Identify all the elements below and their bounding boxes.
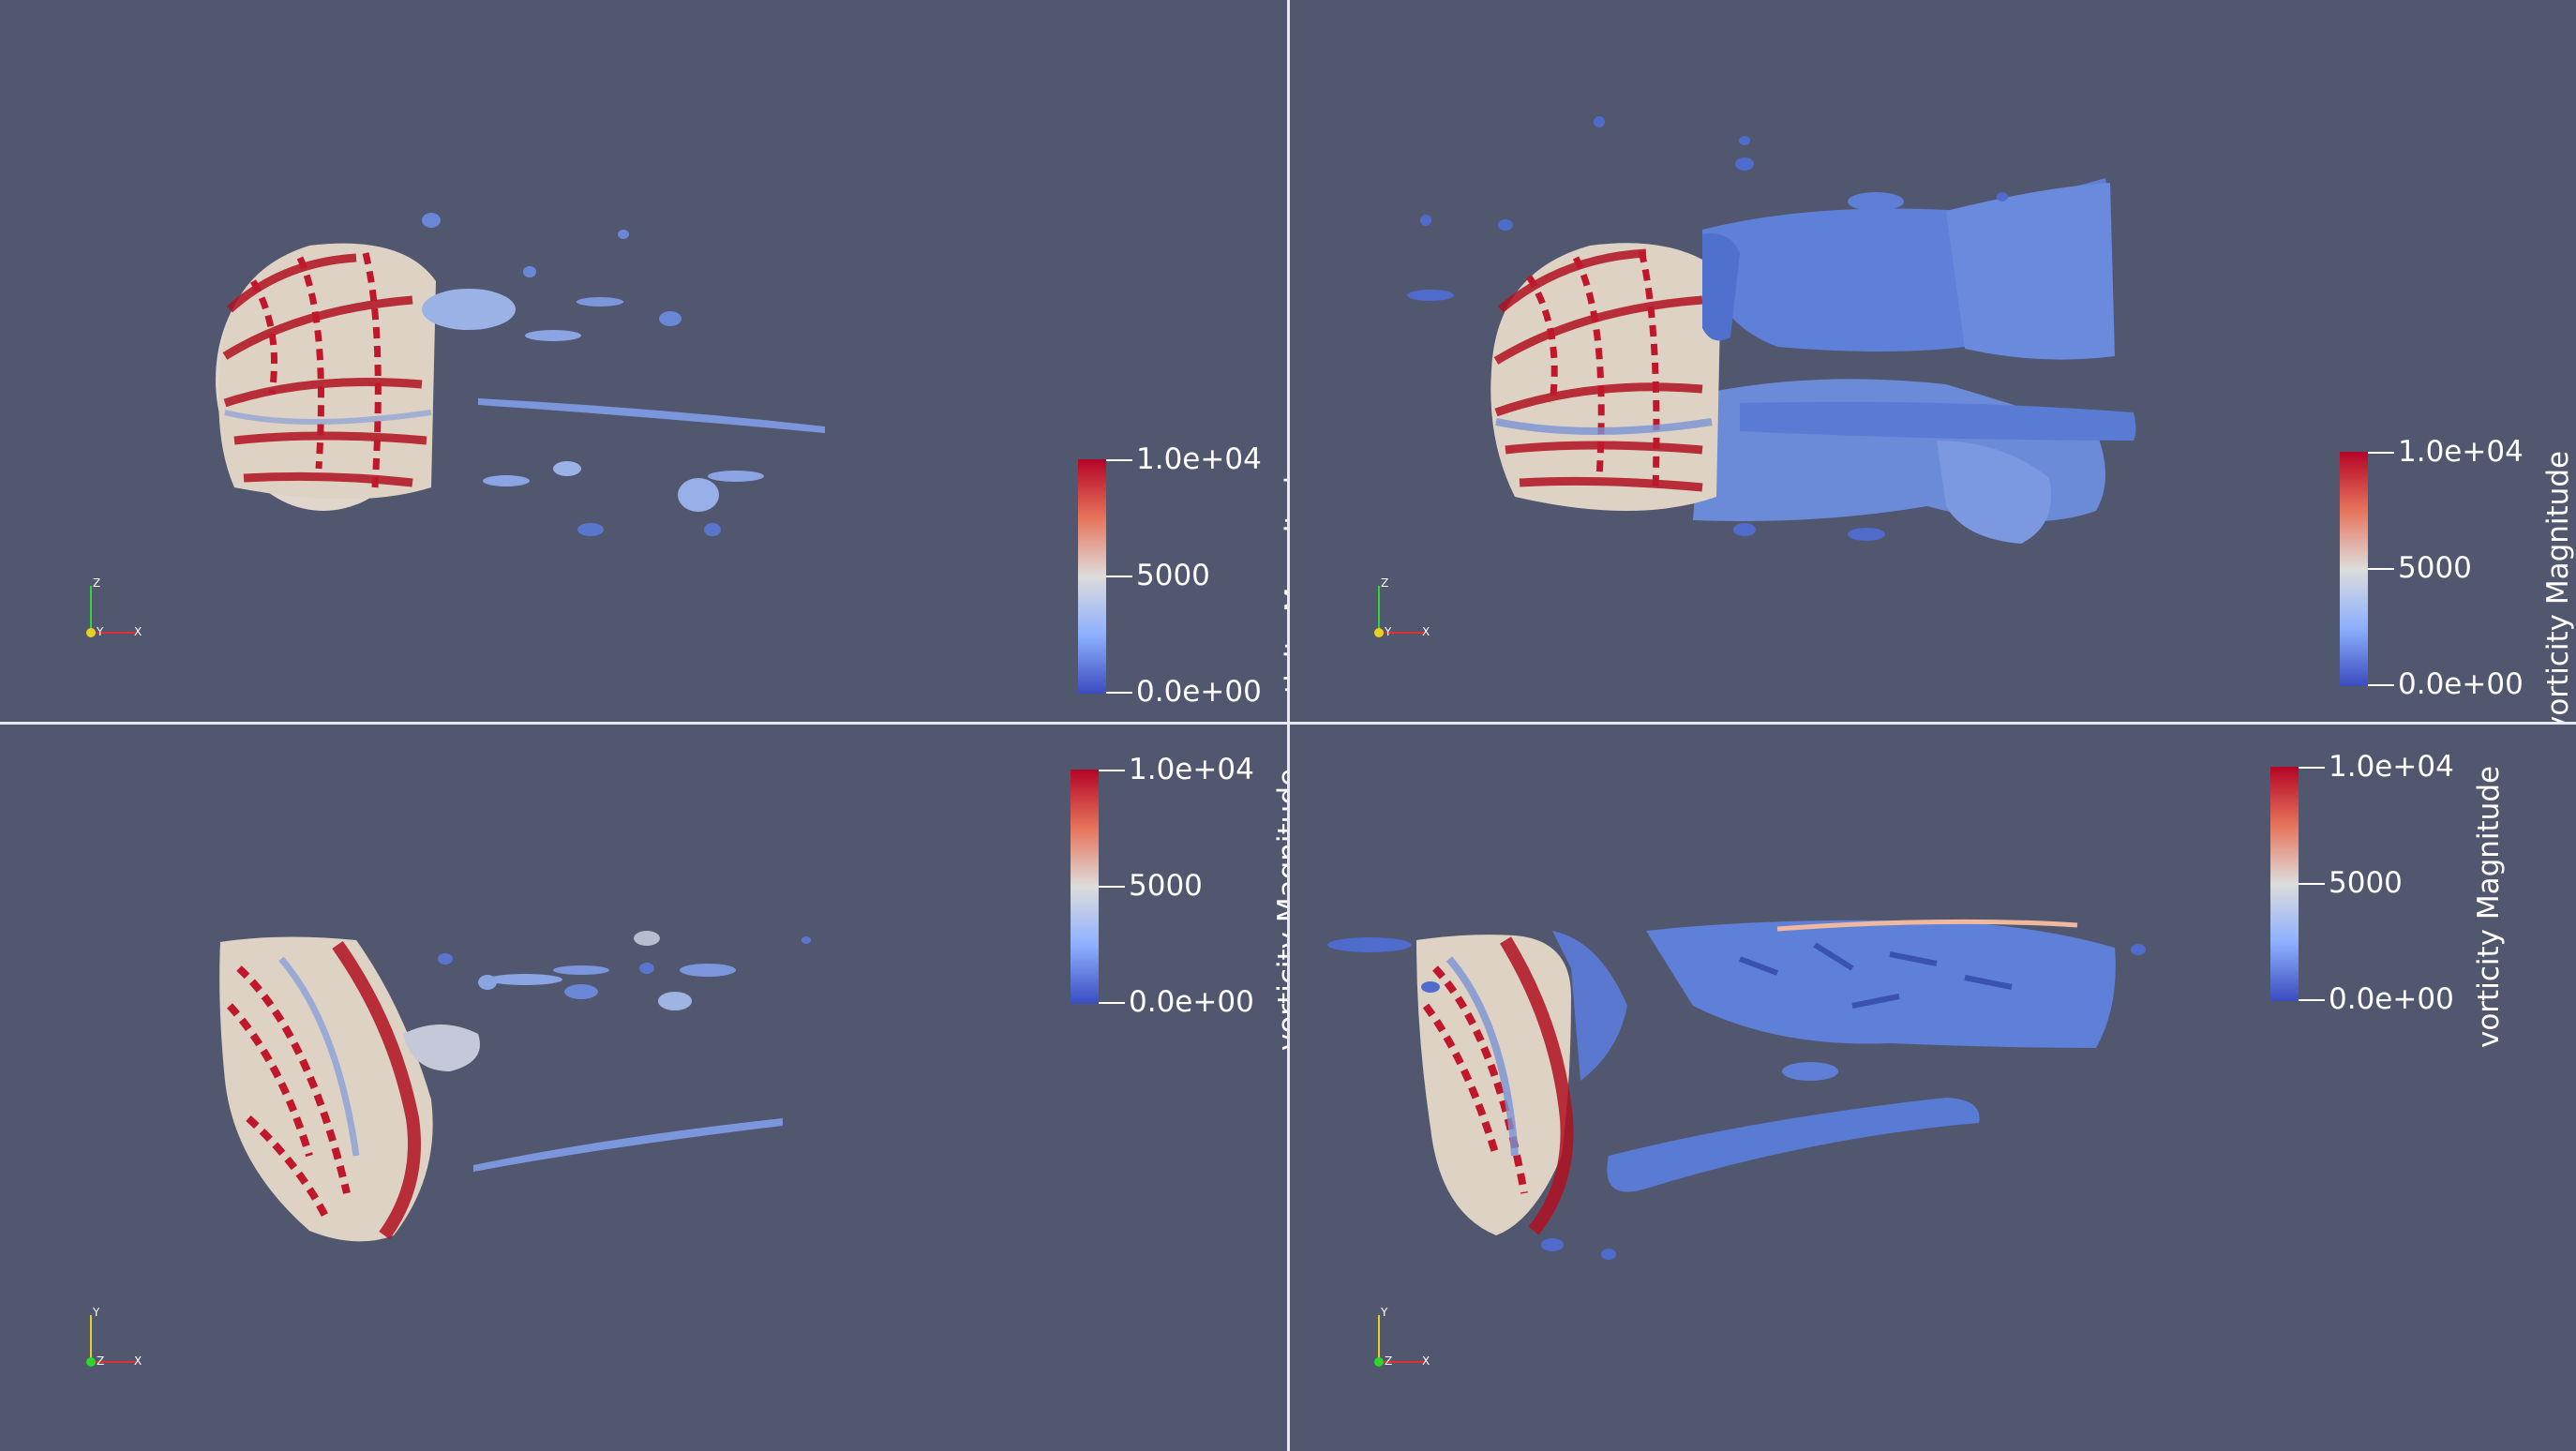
legend-title: vorticity Magnitude (2472, 765, 2506, 1048)
axis-label-center: Y (1385, 625, 1392, 638)
legend-min-label: 0.0e+00 (1136, 675, 1262, 709)
colormap-bar (1071, 770, 1099, 1004)
render-view-bottom-left[interactable]: 1.0e+04 5000 0.0e+00 vorticity Magnitude… (0, 725, 1287, 1451)
legend-max-label: 1.0e+04 (1129, 753, 1254, 786)
orientation-axes: Y Z X (80, 1306, 145, 1371)
legend-min-label: 0.0e+00 (1129, 985, 1254, 1019)
viewport-splitter-vertical[interactable] (1287, 0, 1290, 1451)
render-view-bottom-right[interactable]: 1.0e+04 5000 0.0e+00 vorticity Magnitude… (1290, 725, 2576, 1451)
legend-max-label: 1.0e+04 (1136, 442, 1262, 476)
axis-label-vertical: Y (1381, 1306, 1388, 1319)
axis-label-center: Z (97, 1354, 105, 1368)
axis-label-vertical: Z (1381, 576, 1389, 590)
axes-triad-icon (1374, 1315, 1424, 1367)
axes-triad-icon (1374, 586, 1424, 637)
axis-label-vertical: Z (93, 576, 101, 590)
legend-min-label: 0.0e+00 (2329, 982, 2454, 1016)
color-legend: 1.0e+04 5000 0.0e+00 vorticity Magnitude (2340, 436, 2575, 722)
legend-mid-label: 5000 (2398, 551, 2472, 585)
axis-label-horizontal: X (1422, 625, 1430, 638)
orientation-axes: Z Y X (80, 576, 145, 642)
legend-max-label: 1.0e+04 (2398, 435, 2524, 469)
orientation-axes: Y Z X (1368, 1306, 1433, 1371)
legend-max-label: 1.0e+04 (2329, 750, 2454, 784)
axis-label-horizontal: X (1422, 1354, 1430, 1368)
isosurface-render (1327, 919, 2146, 1260)
axis-label-horizontal: X (134, 1354, 142, 1368)
legend-title: vorticity Magnitude (1272, 768, 1287, 1051)
colormap-bar (2340, 452, 2368, 686)
color-legend: 1.0e+04 5000 0.0e+00 vorticity Magnitude (2270, 751, 2506, 1076)
legend-mid-label: 5000 (1136, 559, 1210, 592)
viewport-splitter-horizontal[interactable] (0, 722, 2576, 725)
legend-title: vorticity Magnitude (1280, 457, 1287, 722)
axes-triad-icon (86, 586, 136, 637)
color-legend: 1.0e+04 5000 0.0e+00 vorticity Magnitude (1071, 754, 1287, 1079)
legend-mid-label: 5000 (1129, 869, 1203, 903)
color-legend: 1.0e+04 5000 0.0e+00 vorticity Magnitude (1078, 443, 1287, 722)
colormap-bar (2270, 767, 2299, 1001)
isosurface-render (219, 931, 811, 1242)
colormap-bar (1078, 459, 1106, 694)
legend-mid-label: 5000 (2329, 866, 2403, 900)
axis-label-vertical: Y (93, 1306, 100, 1319)
axis-label-center: Y (97, 625, 104, 638)
legend-min-label: 0.0e+00 (2398, 667, 2524, 701)
legend-title: vorticity Magnitude (2541, 450, 2575, 722)
axes-triad-icon (86, 1315, 136, 1367)
axis-label-horizontal: X (134, 625, 142, 638)
isosurface-render (1407, 116, 2136, 544)
isosurface-render (216, 213, 825, 536)
orientation-axes: Z Y X (1368, 576, 1433, 642)
render-view-top-right[interactable]: 1.0e+04 5000 0.0e+00 vorticity Magnitude… (1290, 0, 2576, 722)
axis-label-center: Z (1385, 1354, 1393, 1368)
render-view-top-left[interactable]: 1.0e+04 5000 0.0e+00 vorticity Magnitude… (0, 0, 1287, 722)
